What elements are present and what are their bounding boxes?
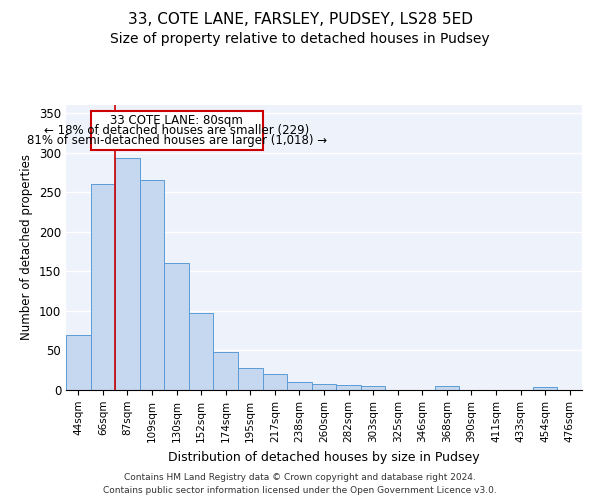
Bar — [115, 158, 140, 390]
Bar — [533, 387, 557, 390]
Text: Size of property relative to detached houses in Pudsey: Size of property relative to detached ho… — [110, 32, 490, 46]
Bar — [189, 313, 214, 390]
Y-axis label: Number of detached properties: Number of detached properties — [20, 154, 34, 340]
Bar — [214, 352, 238, 390]
Bar — [91, 184, 115, 390]
Bar — [66, 334, 91, 390]
Bar — [238, 368, 263, 390]
Text: Contains HM Land Registry data © Crown copyright and database right 2024.
Contai: Contains HM Land Registry data © Crown c… — [103, 474, 497, 495]
Text: 33 COTE LANE: 80sqm: 33 COTE LANE: 80sqm — [110, 114, 243, 126]
Bar — [140, 180, 164, 390]
Bar — [336, 385, 361, 390]
Text: 81% of semi-detached houses are larger (1,018) →: 81% of semi-detached houses are larger (… — [26, 134, 326, 147]
FancyBboxPatch shape — [91, 110, 263, 150]
Bar — [164, 264, 189, 390]
Bar — [361, 386, 385, 390]
Text: 33, COTE LANE, FARSLEY, PUDSEY, LS28 5ED: 33, COTE LANE, FARSLEY, PUDSEY, LS28 5ED — [128, 12, 473, 28]
Bar — [312, 384, 336, 390]
Bar — [434, 386, 459, 390]
Text: Distribution of detached houses by size in Pudsey: Distribution of detached houses by size … — [168, 451, 480, 464]
Bar — [287, 382, 312, 390]
Bar — [263, 374, 287, 390]
Text: ← 18% of detached houses are smaller (229): ← 18% of detached houses are smaller (22… — [44, 124, 309, 137]
